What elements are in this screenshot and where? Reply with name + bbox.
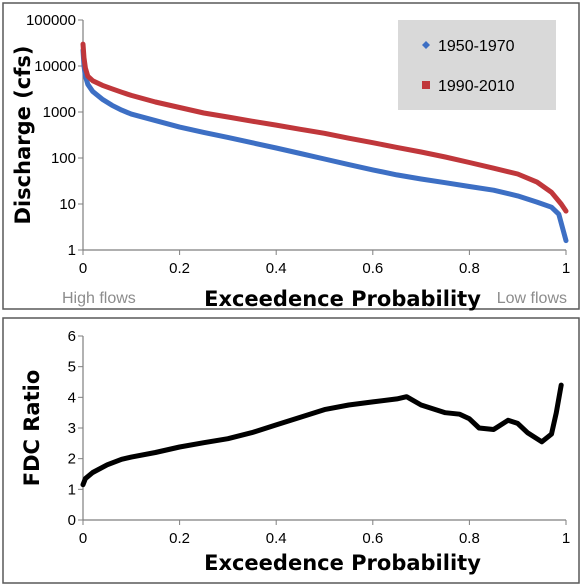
x-tick-label: 0.8 bbox=[459, 260, 480, 277]
legend: 1950-1970 1990-2010 bbox=[398, 20, 556, 110]
x-tick-label: 0.8 bbox=[459, 530, 480, 547]
low-flows-note: Low flows bbox=[497, 290, 567, 307]
y-tick-label: 10 bbox=[59, 196, 76, 213]
y-tick-label: 1 bbox=[68, 242, 76, 259]
y-tick-label: 6 bbox=[68, 328, 76, 345]
x-tick-label: 0 bbox=[79, 260, 87, 277]
x-tick-label: 0.2 bbox=[169, 260, 190, 277]
legend-label: 1950-1970 bbox=[438, 38, 515, 55]
series-line-ratio bbox=[80, 382, 564, 488]
y-tick-label: 3 bbox=[68, 420, 76, 437]
x-tick-label: 0.4 bbox=[266, 260, 287, 277]
y-axis-title: FDC Ratio bbox=[20, 370, 44, 487]
x-tick-label: 0.6 bbox=[362, 260, 383, 277]
y-tick-label: 1 bbox=[68, 481, 76, 498]
x-tick-label: 1 bbox=[562, 530, 570, 547]
x-tick-label: 0.6 bbox=[362, 530, 383, 547]
y-tick-label: 4 bbox=[68, 389, 76, 406]
x-tick-label: 0.4 bbox=[266, 530, 287, 547]
y-tick-label: 2 bbox=[68, 451, 76, 468]
legend-marker-diamond bbox=[422, 41, 430, 49]
y-axis-title: Discharge (cfs) bbox=[11, 46, 35, 225]
high-flows-note: High flows bbox=[62, 290, 136, 307]
series-line-1950-1970 bbox=[80, 47, 569, 244]
x-tick-label: 1 bbox=[562, 260, 570, 277]
y-tick-label: 100000 bbox=[26, 12, 76, 29]
fdc-ratio-chart: 0 0.2 0.4 0.6 0.8 1 0 1 2 3 4 5 6 Exceedence Probabil… bbox=[20, 328, 570, 575]
x-tick-label: 0.2 bbox=[169, 530, 190, 547]
y-tick-label: 1000 bbox=[43, 104, 76, 121]
y-tick-label: 100 bbox=[51, 150, 76, 167]
x-tick-label: 0 bbox=[79, 530, 87, 547]
discharge-chart: 0 0.2 0.4 0.6 0.8 1 1 10 100 1000 10000 100000 Excee… bbox=[11, 12, 570, 311]
legend-box bbox=[398, 20, 556, 110]
bottom-chart-frame bbox=[2, 317, 580, 584]
x-axis-title: Exceedence Probability bbox=[204, 287, 481, 311]
series-line-1990-2010 bbox=[80, 41, 569, 214]
y-tick-label: 5 bbox=[68, 359, 76, 376]
y-tick-label: 10000 bbox=[34, 58, 76, 75]
legend-label: 1990-2010 bbox=[438, 78, 515, 95]
legend-marker-square bbox=[422, 81, 430, 89]
y-tick-label: 0 bbox=[68, 512, 76, 529]
x-axis-title: Exceedence Probability bbox=[204, 551, 481, 575]
